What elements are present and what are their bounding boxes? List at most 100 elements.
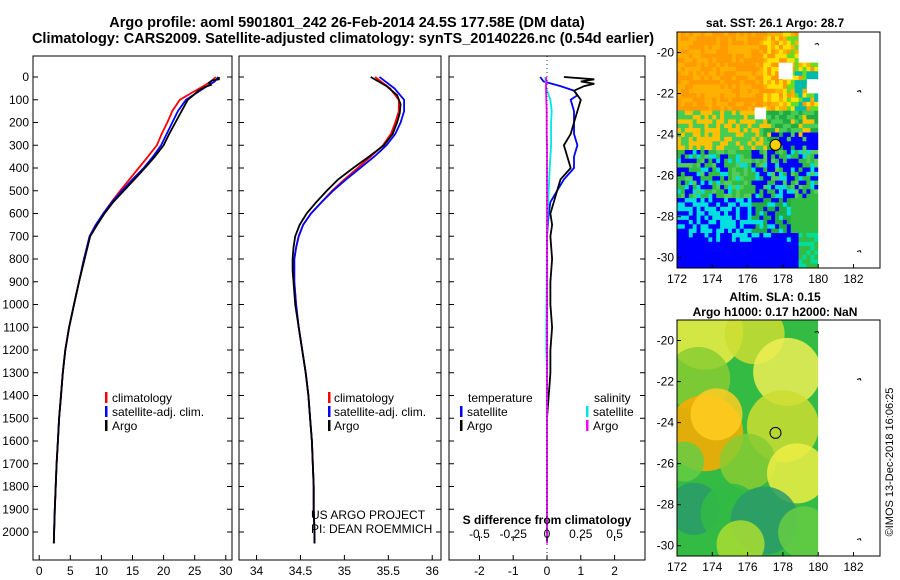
depth-tick-label: 1200	[2, 343, 29, 357]
map-y-tick-label: -22	[657, 375, 675, 389]
s-diff-tick-label: 0.5	[606, 527, 623, 541]
x-tick-label: -2	[474, 564, 485, 578]
sst-map-panel: sat. SST: 26.1 Argo: 28.7 172 174 176 178 180…	[657, 16, 881, 286]
map-y-tick-label: -24	[657, 128, 675, 142]
map-x-tick-label: 174	[702, 272, 722, 286]
title-line-1: Argo profile: aoml 5901801_242 26-Feb-20…	[109, 15, 585, 31]
x-tick-label: 10	[95, 564, 109, 578]
legend-left-title: temperature	[468, 391, 533, 405]
legend-swatch	[105, 406, 108, 417]
s-diff-tick-label: 0.25	[569, 527, 593, 541]
x-tick-label: 1	[577, 564, 584, 578]
depth-tick-label: 600	[9, 207, 29, 221]
legend-entry: climatology	[112, 391, 172, 405]
map-x-tick-label: 180	[808, 272, 828, 286]
map-y-tick-label: -20	[657, 334, 675, 348]
series-line-satellite-adj--clim-	[52, 76, 219, 544]
depth-tick-label: 1900	[2, 502, 29, 516]
legend-swatch	[105, 392, 108, 403]
title-line-2: Climatology: CARS2009. Satellite-adjuste…	[32, 31, 654, 47]
map-x-tick-label: 178	[773, 560, 793, 574]
differences-series	[539, 76, 595, 544]
temperature-frame	[32, 55, 233, 561]
map-y-tick-label: -26	[657, 457, 675, 471]
series-line-argo	[291, 76, 402, 544]
legend-swatch	[586, 420, 589, 431]
legend-right-title: salinity	[594, 391, 631, 405]
imos-watermark: ©IMOS 13-Dec-2018 16:06:25	[884, 388, 896, 537]
x-tick-label: 15	[126, 564, 140, 578]
temperature-panel: 0100200300400500600700800900100011001200…	[2, 55, 233, 580]
legend-entry: Argo	[467, 419, 493, 433]
temperature-series	[52, 76, 220, 544]
legend-swatch	[328, 392, 331, 403]
map-y-tick-label: -28	[657, 498, 675, 512]
depth-tick-label: 1100	[3, 320, 29, 334]
sla-map-frame	[676, 319, 881, 557]
x-tick-label: -1	[508, 564, 519, 578]
depth-tick-label: 400	[9, 161, 29, 175]
map-y-tick-label: -20	[657, 46, 675, 60]
map-x-tick-label: 182	[844, 560, 864, 574]
legend-entry: Argo	[112, 419, 138, 433]
sla-map-field	[677, 320, 880, 556]
s-diff-tick-label: 0	[544, 527, 551, 541]
salinity-frame	[238, 55, 442, 561]
x-tick-label: 34	[250, 564, 264, 578]
map-y-tick-label: -24	[657, 416, 675, 430]
depth-tick-label: 0	[22, 70, 29, 84]
x-tick-label: 25	[188, 564, 202, 578]
map-x-tick-label: 172	[667, 560, 687, 574]
depth-tick-label: 1000	[2, 298, 29, 312]
legend-entry: Argo	[593, 419, 619, 433]
sla-map-title-2: Argo h1000: 0.17 h2000: NaN	[693, 305, 858, 319]
map-x-tick-label: 174	[702, 560, 722, 574]
island	[814, 330, 820, 334]
sla-map-title-1: Altim. SLA: 0.15	[729, 290, 821, 304]
legend-entry: Argo	[334, 419, 360, 433]
map-y-tick-label: -30	[657, 251, 675, 265]
x-tick-label: 5	[67, 564, 74, 578]
x-tick-label: 20	[157, 564, 171, 578]
island	[856, 89, 862, 93]
s-diff-tick-label: -0.5	[469, 527, 490, 541]
depth-tick-label: 200	[9, 116, 29, 130]
legend-entry: satellite-adj. clim.	[334, 405, 426, 419]
x-tick-label: 34.5	[289, 564, 313, 578]
depth-tick-label: 2000	[2, 525, 29, 539]
argo-location-marker	[769, 426, 782, 439]
map-y-tick-label: -28	[657, 210, 675, 224]
x-tick-label: 0	[36, 564, 43, 578]
argo-location-marker	[769, 138, 782, 151]
s-diff-xlabel: S difference from climatology	[463, 513, 632, 527]
depth-tick-label: 1300	[2, 366, 29, 380]
map-y-tick-label: -22	[657, 87, 675, 101]
series-line-argo	[52, 77, 220, 544]
depth-tick-label: 900	[9, 275, 29, 289]
map-x-tick-label: 176	[738, 272, 758, 286]
legend-swatch	[328, 420, 331, 431]
legend-swatch	[328, 406, 331, 417]
depth-tick-label: 300	[9, 138, 29, 152]
map-y-tick-label: -26	[657, 169, 675, 183]
island	[856, 537, 862, 541]
depth-tick-label: 1500	[2, 411, 29, 425]
sst-map-field	[677, 32, 880, 268]
x-tick-label: 2	[611, 564, 618, 578]
credit-line-1: US ARGO PROJECT	[311, 508, 426, 522]
x-tick-label: 35.5	[377, 564, 401, 578]
depth-tick-label: 1400	[2, 389, 29, 403]
legend-entry: climatology	[334, 391, 394, 405]
map-x-tick-label: 180	[808, 560, 828, 574]
depth-tick-label: 1600	[2, 434, 29, 448]
map-x-tick-label: 176	[738, 560, 758, 574]
depth-tick-label: 1700	[2, 457, 29, 471]
x-tick-label: 30	[219, 564, 233, 578]
series-line-satellite-adj--clim-	[293, 76, 406, 544]
legend-entry: satellite	[593, 405, 634, 419]
legend-entry: satellite-adj. clim.	[112, 405, 204, 419]
x-tick-label: 0	[544, 564, 551, 578]
salinity-series	[291, 76, 406, 544]
map-y-tick-label: -30	[657, 539, 675, 553]
